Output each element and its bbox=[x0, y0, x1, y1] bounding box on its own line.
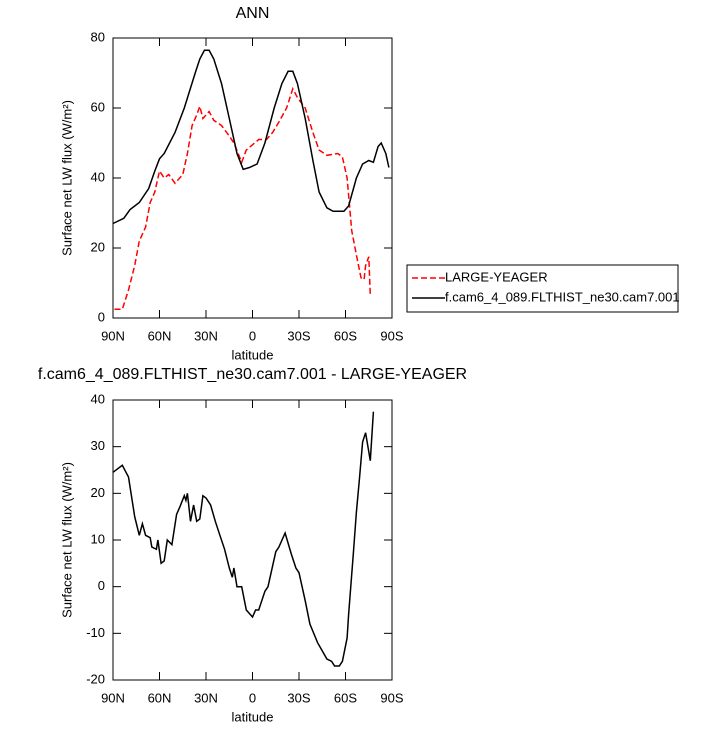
x-tick-label: 30N bbox=[194, 328, 218, 343]
data-line bbox=[112, 411, 375, 667]
x-tick-label: 90N bbox=[101, 690, 125, 705]
y-tick-label: 0 bbox=[98, 578, 105, 593]
chart-title: f.cam6_4_089.FLTHIST_ne30.cam7.001 - LAR… bbox=[38, 366, 467, 383]
y-tick-label: 20 bbox=[91, 239, 105, 254]
x-tick-label: 60S bbox=[334, 690, 357, 705]
x-tick-label: 60S bbox=[334, 328, 357, 343]
x-tick-label: 30S bbox=[287, 328, 310, 343]
x-tick-label: 60N bbox=[148, 690, 172, 705]
y-tick-label: 10 bbox=[91, 531, 105, 546]
plot-frame bbox=[112, 37, 393, 319]
data-line bbox=[112, 49, 390, 225]
y-tick-label: 30 bbox=[91, 438, 105, 453]
x-tick-label: 30S bbox=[287, 690, 310, 705]
y-tick-label: 80 bbox=[91, 29, 105, 44]
legend-label: LARGE-YEAGER bbox=[445, 269, 548, 284]
legend-box bbox=[406, 264, 679, 313]
x-tick-label: 0 bbox=[249, 328, 256, 343]
y-axis-label: Surface net LW flux (W/m²) bbox=[59, 462, 74, 618]
x-tick-label: 90S bbox=[380, 328, 403, 343]
y-tick-label: 20 bbox=[91, 485, 105, 500]
y-tick-label: -10 bbox=[86, 625, 105, 640]
plot-frame bbox=[112, 399, 393, 681]
x-tick-label: 90S bbox=[380, 690, 403, 705]
x-axis-label: latitude bbox=[232, 347, 274, 362]
x-tick-label: 60N bbox=[148, 328, 172, 343]
y-tick-label: -20 bbox=[86, 671, 105, 686]
legend-label: f.cam6_4_089.FLTHIST_ne30.cam7.001 bbox=[445, 289, 680, 304]
y-axis-label: Surface net LW flux (W/m²) bbox=[59, 100, 74, 256]
y-tick-label: 40 bbox=[91, 391, 105, 406]
x-tick-label: 0 bbox=[249, 690, 256, 705]
x-tick-label: 30N bbox=[194, 690, 218, 705]
y-tick-label: 60 bbox=[91, 99, 105, 114]
chart-title: ANN bbox=[236, 5, 270, 22]
x-axis-label: latitude bbox=[232, 709, 274, 724]
data-line bbox=[114, 86, 372, 311]
y-tick-label: 40 bbox=[91, 169, 105, 184]
y-tick-label: 0 bbox=[98, 309, 105, 324]
x-tick-label: 90N bbox=[101, 328, 125, 343]
